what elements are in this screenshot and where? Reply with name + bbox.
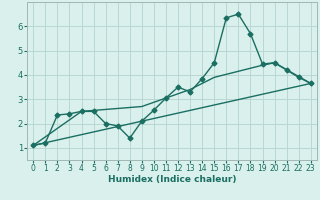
X-axis label: Humidex (Indice chaleur): Humidex (Indice chaleur) [108, 175, 236, 184]
